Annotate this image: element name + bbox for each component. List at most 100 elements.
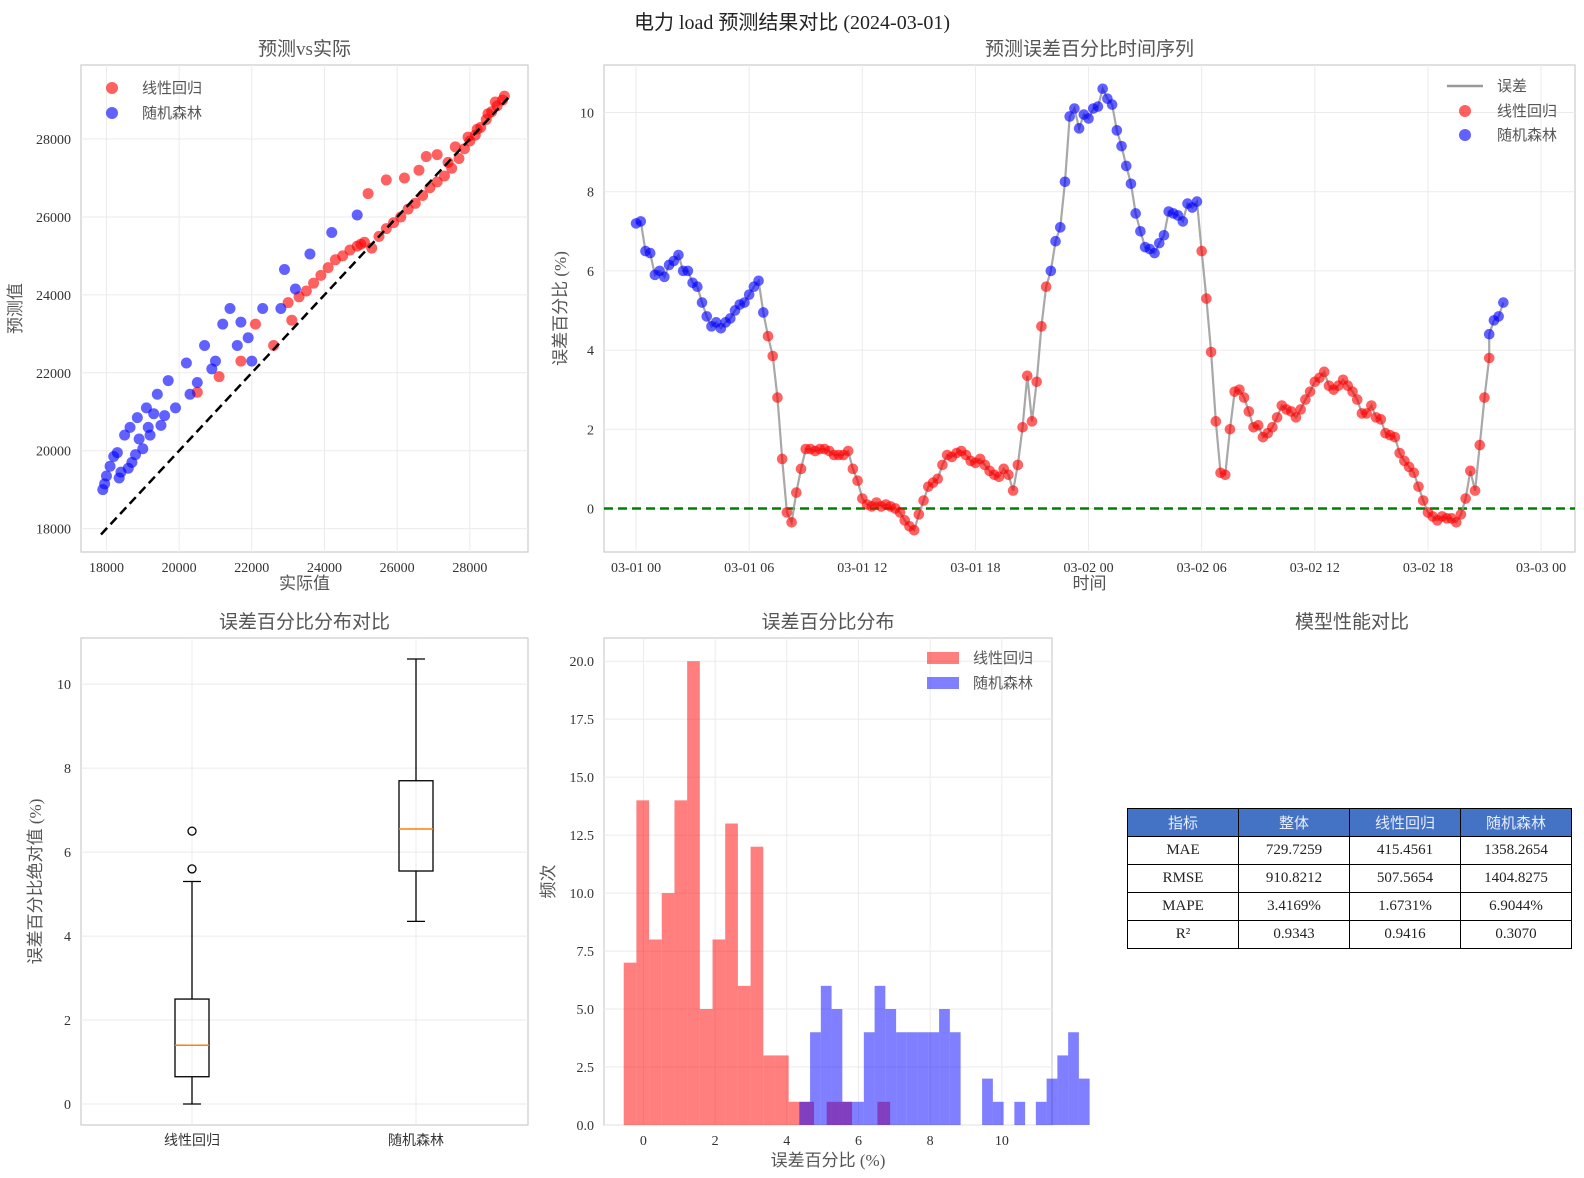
- timeseries-point-rf: [1130, 208, 1141, 219]
- scatter-point-rf: [199, 340, 211, 352]
- timeseries-point-rf: [1064, 111, 1076, 122]
- histogram-xlabel: 误差百分比 (%): [771, 1151, 886, 1170]
- legend-marker: [927, 652, 959, 664]
- scatter-point-rf: [169, 402, 181, 414]
- histogram-bar-rf: [982, 1078, 993, 1125]
- timeseries-point-lr: [1007, 485, 1019, 496]
- timeseries-point-lr: [781, 507, 793, 518]
- table-cell: RMSE: [1127, 864, 1239, 893]
- table-title: 模型性能对比: [1295, 611, 1409, 633]
- timeseries-point-lr: [1026, 416, 1038, 427]
- timeseries-title: 预测误差百分比时间序列: [985, 38, 1194, 60]
- scatter-point-rf: [275, 303, 287, 314]
- timeseries-point-rf: [1083, 113, 1094, 124]
- timeseries-point-lr: [993, 471, 1005, 483]
- timeseries-point-lr: [1040, 281, 1052, 293]
- timeseries-xtick-label: 03-01 18: [950, 561, 1000, 576]
- boxplot-title: 误差百分比分布对比: [219, 611, 390, 633]
- timeseries-ytick-label: 0: [587, 502, 594, 517]
- scatter-xtick-label: 28000: [452, 561, 487, 576]
- boxplot-ylabel: 误差百分比绝对值 (%): [26, 799, 45, 965]
- scatter-xtick-label: 18000: [89, 561, 124, 576]
- timeseries-point-rf: [753, 275, 764, 287]
- scatter-point-rf: [289, 283, 301, 295]
- timeseries-point-lr: [1408, 467, 1420, 479]
- scatter-point-rf: [133, 433, 145, 445]
- scatter-point-rf: [180, 357, 192, 369]
- scatter-xtick-label: 20000: [162, 561, 197, 576]
- histogram-bar-rf: [820, 985, 832, 1125]
- table-cell: 1.6731%: [1349, 892, 1461, 921]
- timeseries-point-lr: [1483, 352, 1495, 364]
- timeseries-ytick-label: 6: [587, 265, 594, 280]
- timeseries-point-rf: [1111, 125, 1123, 136]
- scatter-point-lr: [471, 123, 483, 135]
- histogram-bar-lr: [763, 1055, 776, 1125]
- histogram-bar-lr: [623, 962, 637, 1125]
- scatter-point-lr: [458, 143, 470, 155]
- timeseries-point-rf: [1498, 297, 1509, 308]
- timeseries-point-rf: [1116, 140, 1127, 152]
- histogram-bar-lr: [661, 893, 675, 1125]
- box-outlier: [187, 826, 197, 836]
- table-cell: 910.8212: [1238, 864, 1350, 893]
- legend-marker: [1459, 105, 1471, 117]
- histogram-bar-rf: [928, 1032, 940, 1125]
- histogram-bar-rf: [874, 985, 886, 1125]
- timeseries-point-rf: [1059, 176, 1071, 188]
- table-cell: 415.4561: [1349, 836, 1461, 865]
- scatter-point-lr: [315, 269, 327, 281]
- histogram-bar-rf: [853, 1101, 864, 1125]
- timeseries-point-lr: [1300, 394, 1311, 405]
- box-iqr: [398, 780, 434, 872]
- legend-label: 线性回归: [973, 650, 1033, 667]
- histogram-bar-rf: [1068, 1032, 1079, 1125]
- boxplot-ytick-label: 0: [64, 1098, 71, 1113]
- timeseries-ytick-label: 2: [587, 423, 594, 438]
- timeseries-point-lr: [937, 459, 948, 471]
- timeseries-point-lr: [1460, 493, 1471, 504]
- metrics-table: 指标 整体 线性回归 随机森林 MAE 729.7259 415.4561 13…: [1127, 808, 1572, 949]
- metrics-header-row: 指标 整体 线性回归 随机森林: [1127, 808, 1572, 837]
- timeseries-point-rf: [659, 271, 670, 283]
- timeseries-point-lr: [795, 463, 807, 475]
- timeseries-point-lr: [1465, 465, 1476, 477]
- table-cell: 507.5654: [1349, 864, 1461, 893]
- histogram-bar-rf: [896, 1032, 907, 1125]
- scatter-point-lr: [235, 355, 247, 367]
- legend-marker: [106, 107, 118, 119]
- timeseries-point-rf: [1493, 311, 1504, 322]
- histogram-ytick-label: 10.0: [570, 887, 595, 902]
- timeseries-point-lr: [1474, 439, 1486, 451]
- histogram-bar-rf: [799, 1101, 811, 1125]
- timeseries-point-lr: [762, 330, 774, 342]
- scatter-point-lr: [449, 141, 461, 153]
- legend-marker: [1459, 129, 1471, 141]
- timeseries-point-rf: [682, 265, 694, 277]
- boxplot-ytick-label: 8: [64, 762, 71, 777]
- histogram-xtick-label: 0: [640, 1134, 647, 1149]
- timeseries-point-rf: [1177, 216, 1189, 227]
- scatter-point-lr: [308, 277, 320, 289]
- scatter-point-lr: [355, 238, 367, 250]
- scatter-point-lr: [489, 96, 501, 108]
- timeseries-point-rf: [1483, 328, 1495, 340]
- timeseries-xlabel: 时间: [1073, 574, 1107, 593]
- legend-label: 随机森林: [973, 675, 1033, 692]
- scatter-point-rf: [119, 429, 131, 441]
- timeseries-point-rf: [1158, 229, 1170, 241]
- histogram-bar-lr: [788, 1101, 802, 1125]
- table-cell: R²: [1127, 920, 1239, 949]
- histogram-ytick-label: 5.0: [577, 1003, 595, 1018]
- timeseries-ylabel: 误差百分比 (%): [551, 251, 570, 366]
- timeseries-point-lr: [1479, 392, 1490, 403]
- legend-marker: [106, 82, 118, 94]
- table-cell: MAPE: [1127, 892, 1239, 921]
- histogram-bar-rf: [992, 1101, 1004, 1125]
- scatter-point-rf: [151, 388, 163, 400]
- timeseries-point-lr: [1417, 495, 1429, 506]
- diagonal-reference-line: [100, 95, 511, 536]
- legend-marker: [927, 677, 959, 689]
- timeseries-point-lr: [1003, 469, 1014, 481]
- boxplot-ytick-label: 6: [64, 846, 71, 861]
